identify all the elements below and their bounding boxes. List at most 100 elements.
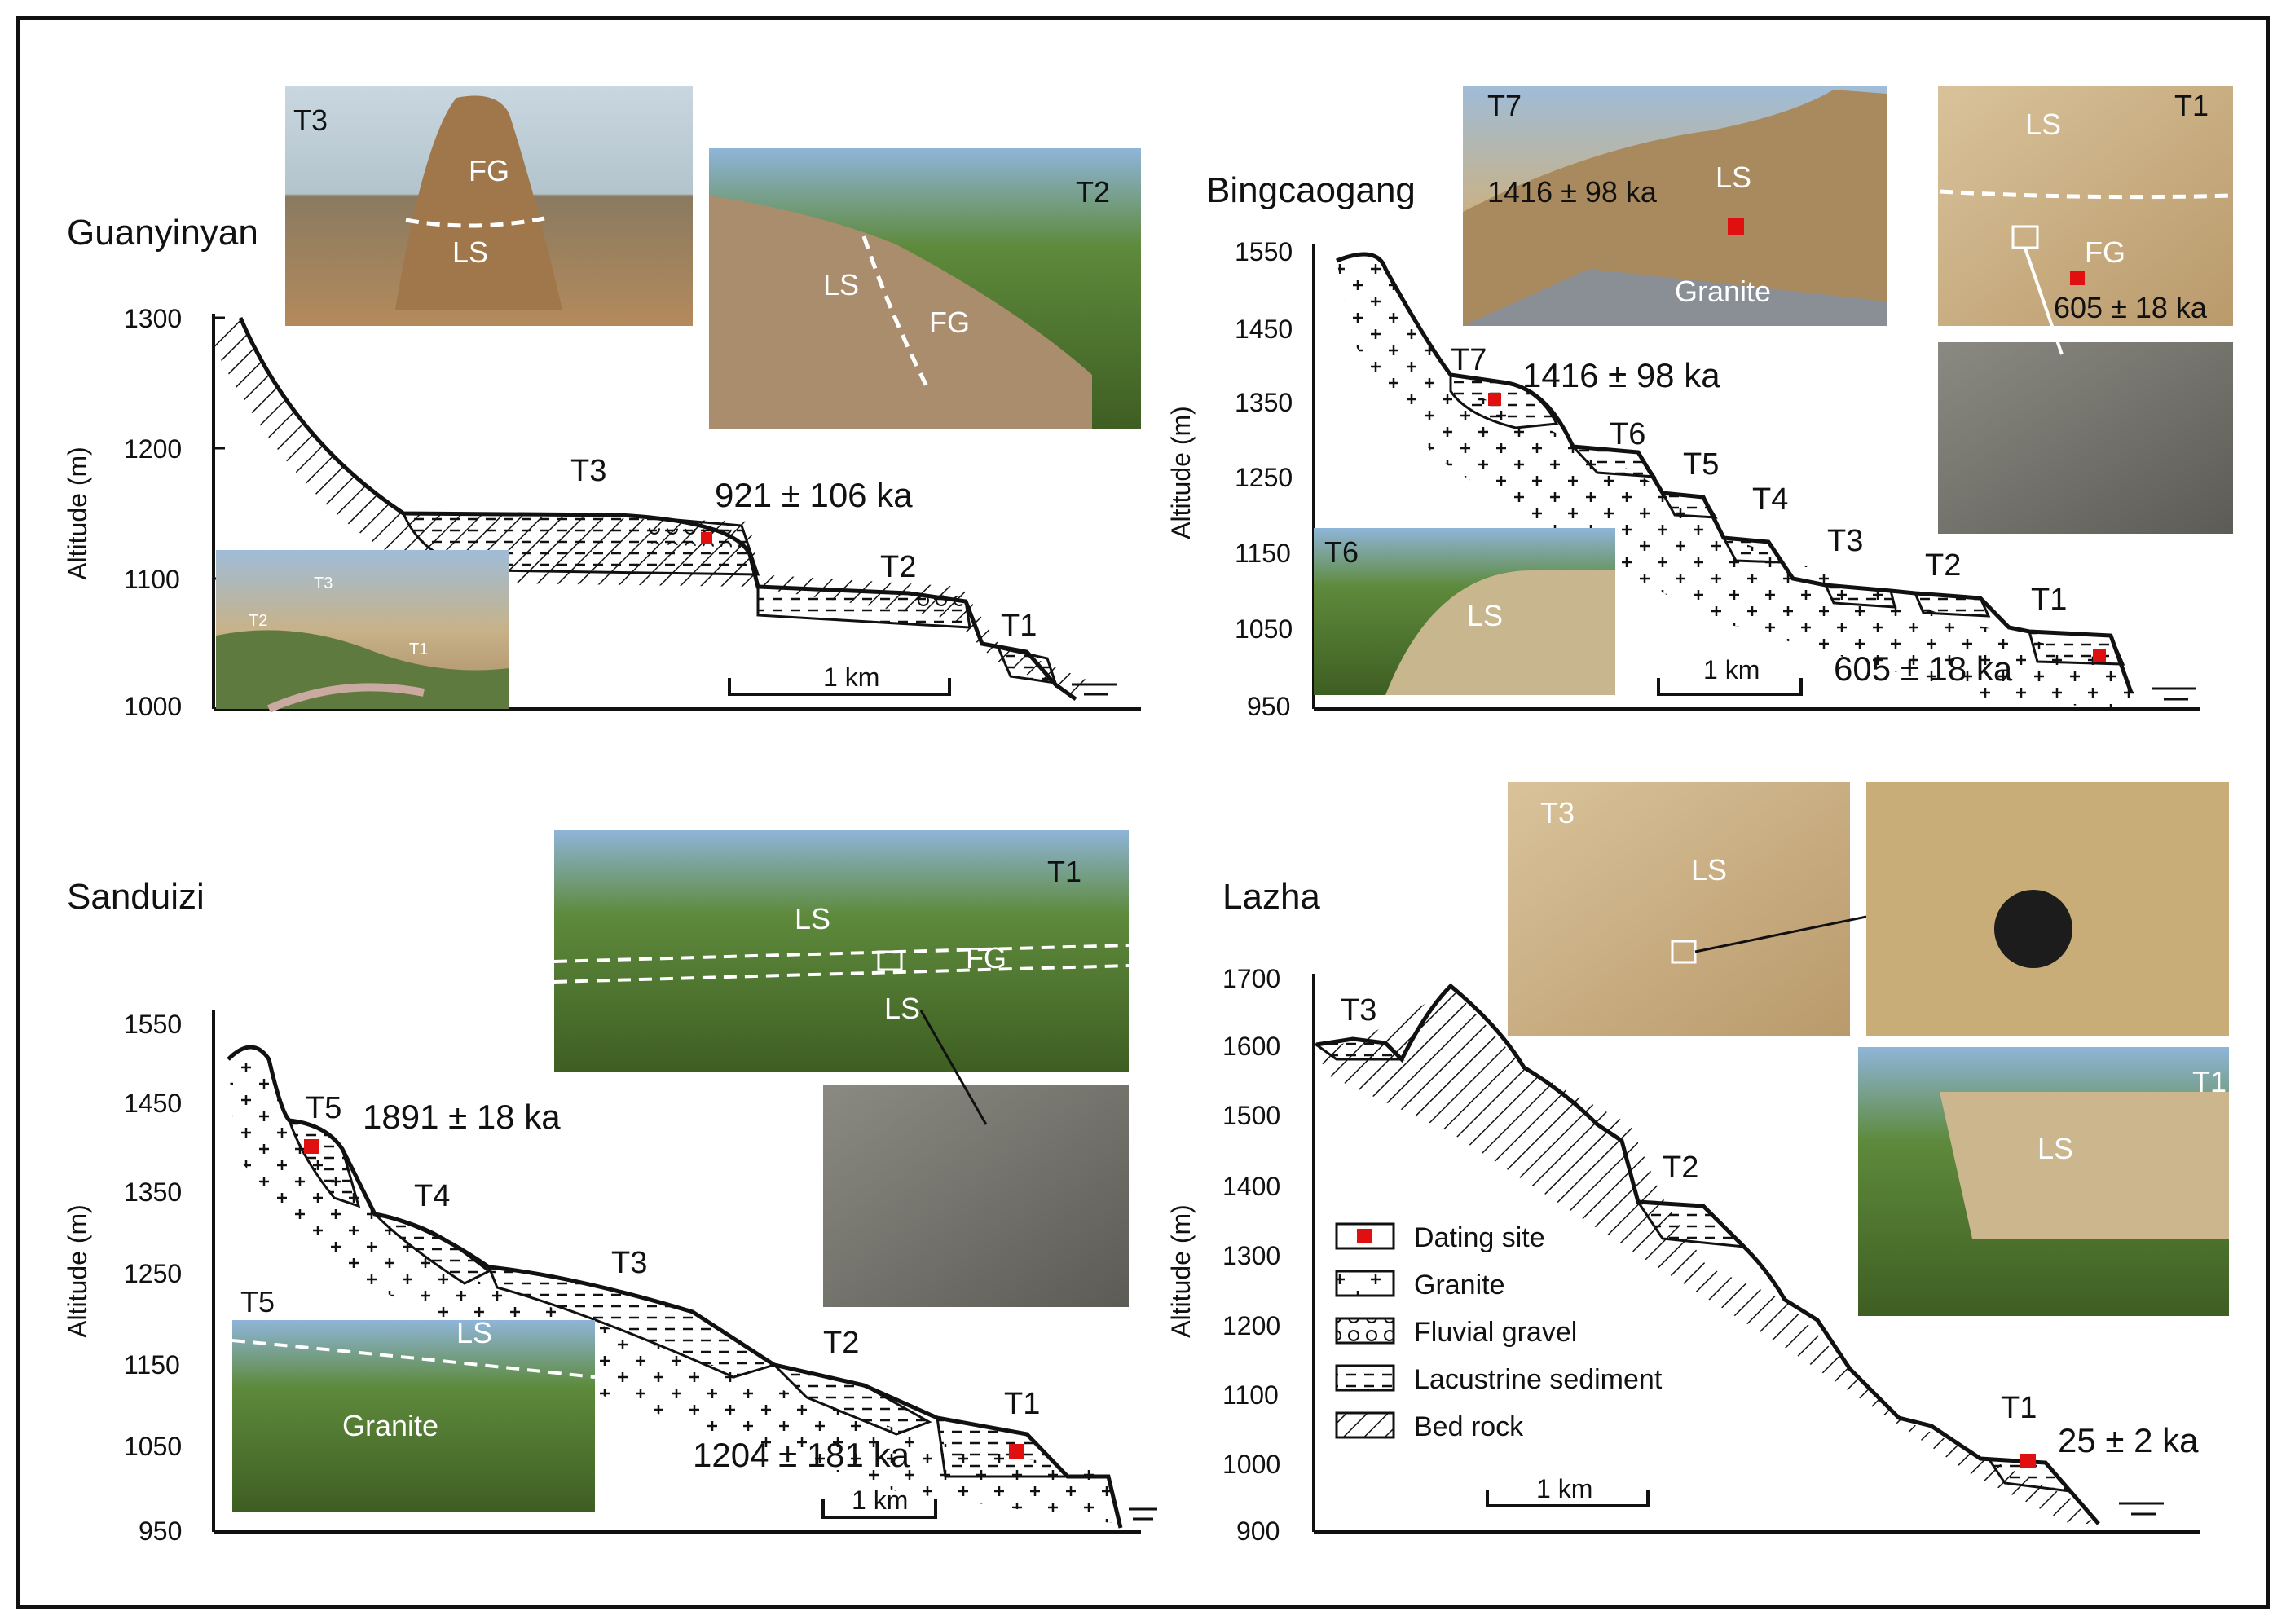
svg-text:605 ± 18 ka: 605 ± 18 ka: [2054, 291, 2208, 324]
svg-text:T1: T1: [2031, 583, 2067, 617]
svg-text:T6: T6: [1610, 417, 1645, 451]
y-tick-label: 1300: [124, 304, 182, 333]
svg-text:T3: T3: [293, 103, 328, 137]
surface-profile: [1336, 252, 2134, 693]
scale-bar: 1 km: [821, 1485, 937, 1519]
svg-text:Granite: Granite: [342, 1409, 438, 1442]
svg-text:1300: 1300: [1222, 1241, 1280, 1270]
photo-t5-sanduizi: T5 LS Granite: [231, 1285, 596, 1512]
panel-sanduizi: Sanduizi 1550 1450 1350 1250 1150 1050 9…: [63, 830, 1157, 1546]
axis-label: Altitude (m): [1166, 1204, 1196, 1338]
svg-text:T1: T1: [1004, 1387, 1040, 1421]
svg-text:T2: T2: [823, 1326, 859, 1360]
river-level-icon: [2119, 1502, 2164, 1516]
legend: Dating site Granite Fluvial gravel Lacus…: [1335, 1222, 1663, 1442]
photo-closeup-lazha: [1866, 782, 2229, 1036]
svg-text:1700: 1700: [1222, 964, 1280, 993]
dating-site: [701, 532, 712, 544]
svg-text:LS: LS: [823, 268, 859, 301]
svg-text:1100: 1100: [1222, 1380, 1279, 1410]
scale-bar: 1 km: [1657, 655, 1803, 696]
photo-overview-guanyinyan: T3 T2 T1: [216, 550, 509, 713]
terrace-label: T3: [570, 454, 606, 488]
svg-text:T2: T2: [249, 612, 267, 630]
svg-text:Granite: Granite: [1675, 275, 1771, 308]
panel-title: Lazha: [1222, 877, 1320, 917]
svg-text:1400: 1400: [1222, 1172, 1280, 1201]
panel-lazha: Lazha 1700 1600 1500 1400 1300 1200 1100…: [1166, 782, 2229, 1546]
dating-site: [2020, 1454, 2036, 1468]
age-label: 605 ± 18 ka: [1834, 649, 2013, 688]
age-label: 921 ± 106 ka: [715, 476, 913, 514]
svg-text:T1: T1: [409, 640, 428, 658]
svg-text:Lacustrine sediment: Lacustrine sediment: [1414, 1364, 1663, 1395]
svg-text:T7: T7: [1451, 343, 1487, 377]
photo-t1-lazha: T1 LS: [1858, 1047, 2229, 1316]
svg-text:LS: LS: [2037, 1132, 2073, 1165]
svg-text:1 km: 1 km: [852, 1485, 908, 1515]
svg-text:T1: T1: [1047, 855, 1081, 888]
svg-text:T2: T2: [1076, 175, 1110, 209]
svg-text:LS: LS: [2025, 108, 2061, 141]
svg-text:1150: 1150: [1235, 539, 1291, 568]
svg-text:950: 950: [139, 1516, 182, 1546]
svg-text:T3: T3: [1341, 993, 1376, 1028]
svg-text:1350: 1350: [1235, 388, 1293, 417]
svg-text:1600: 1600: [1222, 1032, 1280, 1061]
svg-text:1450: 1450: [124, 1089, 182, 1118]
svg-text:1350: 1350: [124, 1177, 182, 1207]
terrace-label: T1: [1001, 609, 1037, 643]
svg-text:T2: T2: [1663, 1151, 1698, 1185]
svg-text:1500: 1500: [1222, 1101, 1280, 1130]
photo-gravel-closeup: [1938, 248, 2233, 534]
age-label: 1416 ± 98 ka: [1522, 356, 1720, 394]
axis-label: Altitude (m): [63, 1204, 92, 1338]
river-level-icon: [2152, 687, 2196, 701]
panel-title: Sanduizi: [67, 877, 205, 917]
dating-site: [304, 1139, 319, 1154]
t1-deposit: [936, 1416, 1071, 1478]
svg-text:1050: 1050: [1235, 614, 1293, 644]
svg-text:T3: T3: [1827, 524, 1863, 558]
bedrock: [1316, 986, 2094, 1524]
age-label: 1891 ± 18 ka: [363, 1098, 561, 1136]
svg-text:FG: FG: [966, 941, 1006, 975]
svg-text:1150: 1150: [124, 1350, 180, 1380]
svg-text:LS: LS: [1691, 853, 1727, 887]
terrace-label: T2: [880, 550, 916, 584]
y-tick-label: 1100: [124, 565, 180, 594]
svg-text:T4: T4: [1752, 482, 1788, 517]
photo-t3-lazha: T3 LS: [1508, 782, 1867, 1036]
dating-site: [2093, 649, 2106, 662]
photo-t1-bingcaogang: LS T1 FG 605 ± 18 ka: [1938, 86, 2234, 326]
scale-bar: 1 km: [728, 662, 951, 696]
svg-text:1416 ± 98 ka: 1416 ± 98 ka: [1487, 175, 1658, 209]
svg-text:Dating site: Dating site: [1414, 1222, 1545, 1253]
svg-text:T6: T6: [1324, 535, 1359, 569]
svg-text:LS: LS: [1716, 161, 1751, 194]
svg-text:T2: T2: [1925, 548, 1961, 583]
svg-text:1 km: 1 km: [823, 662, 879, 692]
age-label: 1204 ± 181 ka: [693, 1436, 910, 1474]
svg-text:T5: T5: [306, 1091, 341, 1125]
photo-t1-sanduizi: T1 LS FG LS: [553, 830, 1130, 1072]
svg-text:LS: LS: [456, 1316, 492, 1349]
photo-t6-bingcaogang: T6 LS: [1314, 528, 1615, 695]
svg-text:Bed rock: Bed rock: [1414, 1411, 1524, 1442]
river-level-icon: [1072, 683, 1117, 696]
svg-text:1250: 1250: [124, 1259, 182, 1288]
y-ticks: 1550 1450 1350 1250 1150 1050 950: [1235, 237, 1293, 721]
surface-profile: [227, 1045, 1123, 1529]
svg-text:T1: T1: [2192, 1065, 2227, 1098]
svg-text:T5: T5: [1683, 447, 1719, 482]
panel-title: Guanyinyan: [67, 213, 258, 253]
svg-text:Fluvial gravel: Fluvial gravel: [1414, 1317, 1577, 1348]
svg-text:LS: LS: [452, 235, 488, 269]
svg-text:1000: 1000: [1222, 1450, 1280, 1479]
svg-text:LS: LS: [795, 902, 830, 935]
svg-text:LS: LS: [884, 992, 920, 1025]
svg-text:900: 900: [1236, 1516, 1280, 1546]
river-level-icon: [1129, 1507, 1157, 1521]
svg-text:FG: FG: [2085, 235, 2125, 269]
svg-text:1200: 1200: [1222, 1311, 1280, 1340]
